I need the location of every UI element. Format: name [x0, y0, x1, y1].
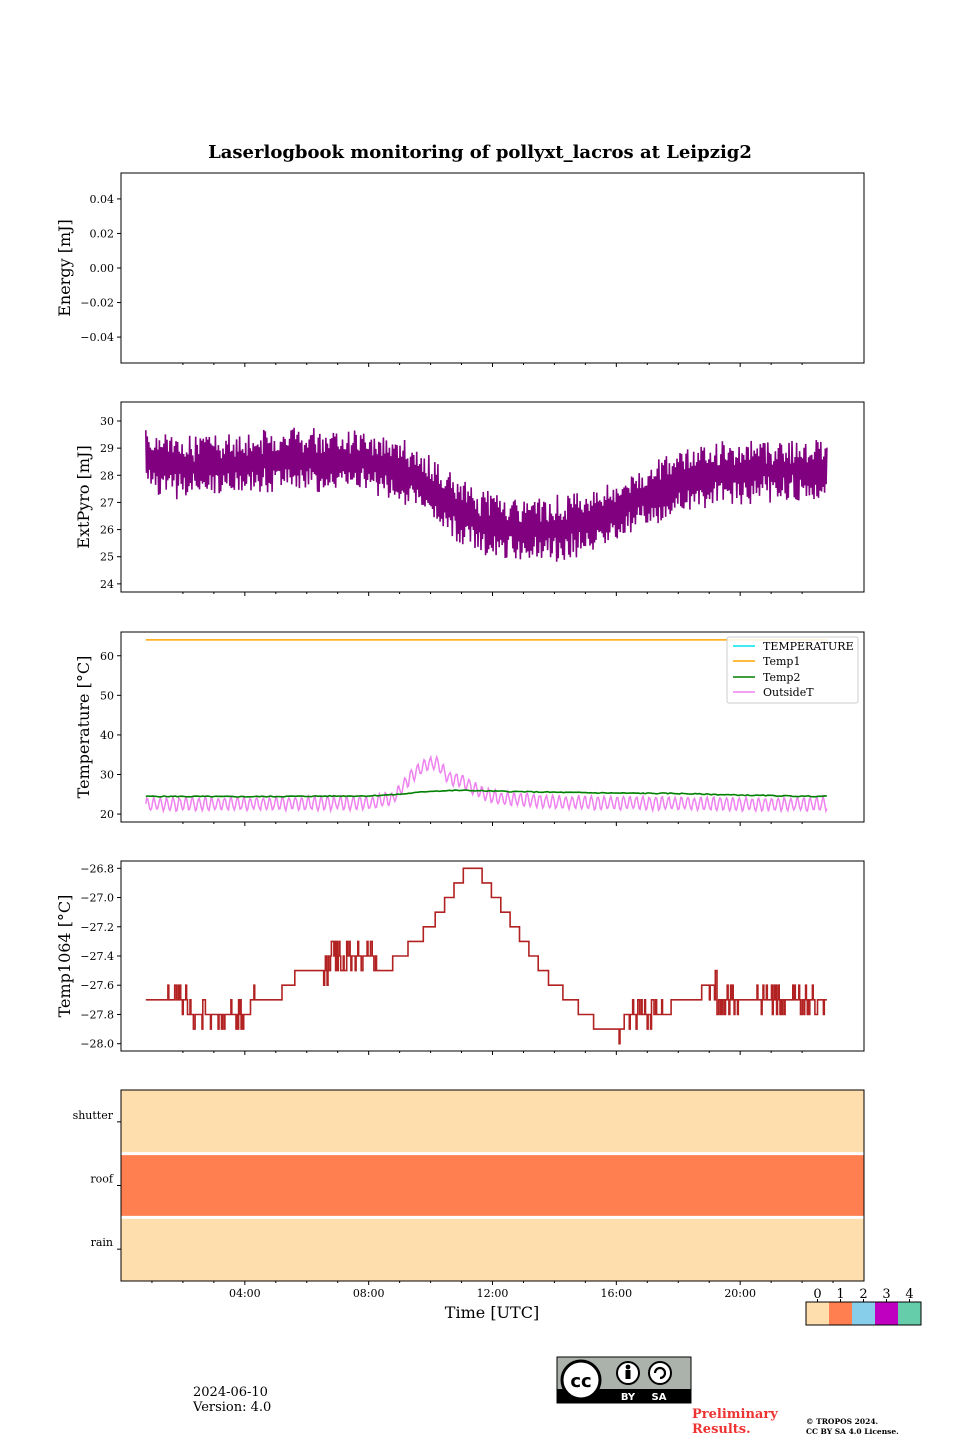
temperature-legend: TEMPERATURE Temp1 Temp2 OutsideT — [726, 636, 859, 704]
extpyro-ylabel: ExtPyro [mJ] — [74, 445, 93, 548]
extpyro-panel: ExtPyro [mJ] 24 25 26 27 28 29 30 — [74, 401, 865, 596]
by-person-body — [625, 1370, 631, 1379]
extpyro-ytick-group: 24 25 26 27 28 29 30 — [100, 415, 121, 591]
temperature-ytick-group: 20 30 40 50 60 — [100, 650, 121, 821]
ytick-label: −27.2 — [80, 921, 114, 934]
sa-share-icon — [648, 1361, 672, 1385]
sa-arrow-icon — [653, 1366, 667, 1380]
xtick-label: 20:00 — [724, 1287, 756, 1300]
ytick-label-shutter: shutter — [73, 1109, 114, 1122]
xaxis-label: Time [UTC] — [445, 1303, 539, 1322]
legend-label-outsidet: OutsideT — [763, 686, 814, 699]
ytick-label: −0.02 — [80, 297, 114, 310]
energy-panel: Energy [mJ] 0.04 0.02 0.00 −0.02 −0.04 — [55, 172, 865, 367]
cc-icon: cc — [570, 1371, 591, 1392]
ytick-label: 29 — [100, 442, 114, 455]
extpyro-series-line — [145, 427, 828, 562]
status-row-shutter — [121, 1090, 864, 1154]
ytick-label: 26 — [100, 524, 114, 537]
by-person-head — [625, 1364, 631, 1370]
legend-box — [726, 636, 859, 704]
xtick-label: 16:00 — [600, 1287, 632, 1300]
ytick-label: −26.8 — [80, 862, 114, 875]
temp1064-ytick-group: −26.8 −27.0 −27.2 −27.4 −27.6 −27.8 −28.0 — [80, 862, 121, 1051]
ytick-label: −27.4 — [80, 950, 114, 963]
status-panel: shutter roof rain 04:00 08:00 12:00 16:00 20:0… — [73, 1089, 865, 1322]
copyright-line2: CC BY SA 4.0 License. — [806, 1427, 899, 1436]
ytick-label: 0.02 — [90, 227, 115, 240]
badge-sa-label: SA — [652, 1392, 667, 1403]
legend-label-temp1: Temp1 — [763, 655, 800, 668]
colorbar-label: 2 — [859, 1287, 867, 1302]
ytick-label: −27.0 — [80, 892, 114, 905]
ytick-label: 50 — [100, 689, 114, 702]
outsidet-series-line — [145, 754, 828, 814]
colorbar-cell — [852, 1302, 875, 1325]
colorbar-label: 4 — [905, 1287, 913, 1302]
temperature-panel: Temperature [°C] 20 30 40 50 60 TEMPERATURE … — [74, 631, 865, 826]
legend-label-temp2: Temp2 — [763, 671, 800, 684]
colorbar-cell — [829, 1302, 852, 1325]
ytick-label: −28.0 — [80, 1038, 114, 1051]
preliminary-line1: Preliminary — [692, 1407, 778, 1422]
status-row-roof — [121, 1153, 864, 1218]
colorbar-cell — [898, 1302, 921, 1325]
xtick-label: 12:00 — [477, 1287, 509, 1300]
temp1064-xtick-group — [182, 1051, 803, 1055]
extpyro-xtick-group — [182, 592, 803, 596]
status-row-group — [121, 1090, 864, 1281]
ytick-label: 30 — [100, 415, 114, 428]
ytick-label: 30 — [100, 769, 114, 782]
copyright-line1: © TROPOS 2024. — [806, 1417, 878, 1426]
temperature-ylabel: Temperature [°C] — [74, 656, 93, 799]
ytick-label-roof: roof — [90, 1173, 114, 1186]
version-label: Version: 4.0 — [192, 1400, 271, 1415]
legend-label-temperature: TEMPERATURE — [763, 640, 854, 653]
ytick-label: −27.6 — [80, 979, 114, 992]
temperature-xtick-group — [182, 822, 803, 826]
ytick-label: 24 — [100, 578, 114, 591]
energy-ytick-group: 0.04 0.02 0.00 −0.02 −0.04 — [80, 193, 121, 344]
ytick-label: 0.00 — [90, 262, 115, 275]
extpyro-plot-frame — [120, 401, 865, 593]
energy-ylabel: Energy [mJ] — [55, 219, 74, 317]
ytick-label: 25 — [100, 551, 114, 564]
ytick-label: 28 — [100, 469, 114, 482]
xtick-label: 04:00 — [229, 1287, 261, 1300]
temp2-series-line — [145, 789, 827, 798]
ytick-label: −0.04 — [80, 331, 114, 344]
ytick-label: 27 — [100, 496, 114, 509]
ytick-label: 60 — [100, 650, 114, 663]
colorbar-label: 3 — [882, 1287, 890, 1302]
colorbar-cell — [806, 1302, 829, 1325]
cc-circle-icon — [560, 1359, 602, 1401]
status-xtick-group: 04:00 08:00 12:00 16:00 20:00 — [151, 1281, 834, 1300]
temp1064-plot-frame — [120, 860, 865, 1052]
energy-plot-frame — [120, 172, 865, 364]
status-row-rain — [121, 1217, 864, 1281]
ytick-label: 0.04 — [90, 193, 115, 206]
ytick-label: −27.8 — [80, 1008, 114, 1021]
ytick-label: 20 — [100, 808, 114, 821]
temp1064-panel: Temp1064 [°C] −26.8−27.0−27.2−27.4−27.6−… — [55, 860, 865, 1055]
energy-xtick-group — [182, 363, 803, 367]
colorbar-frame — [805, 1301, 922, 1326]
colorbar-label: 1 — [836, 1287, 844, 1302]
ytick-label-rain: rain — [91, 1236, 113, 1249]
temp1064-ylabel: Temp1064 [°C] — [55, 895, 74, 1018]
colorbar-cell — [875, 1302, 898, 1325]
preliminary-line2: Results. — [692, 1422, 751, 1437]
badge-by-label: BY — [621, 1392, 636, 1403]
xtick-label: 08:00 — [353, 1287, 385, 1300]
temp1064-series-line — [145, 867, 827, 1045]
colorbar-label: 0 — [813, 1287, 821, 1302]
ytick-label: 40 — [100, 729, 114, 742]
cc-by-sa-badge: cc BY SA — [556, 1356, 692, 1404]
date-label: 2024-06-10 — [193, 1385, 268, 1400]
chart-title: Laserlogbook monitoring of pollyxt_lacro… — [208, 142, 752, 163]
status-ytick-group: shutter roof rain — [73, 1109, 121, 1250]
